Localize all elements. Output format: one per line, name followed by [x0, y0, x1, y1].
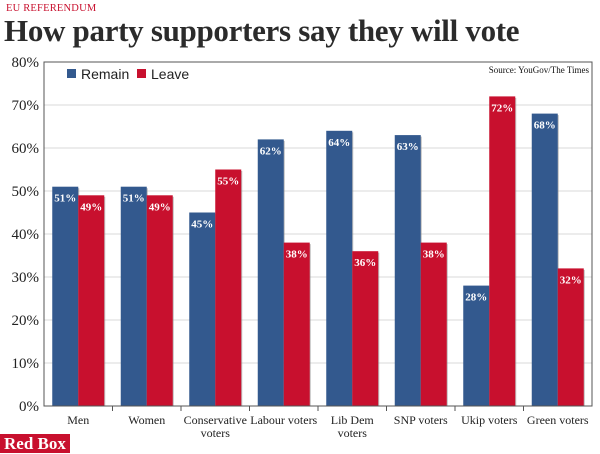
bar-remain	[257, 139, 284, 406]
x-tick-label: Green voters	[527, 413, 589, 427]
bar-remain	[120, 186, 147, 406]
y-tick-label: 30%	[12, 270, 40, 286]
bar-remain	[394, 135, 421, 406]
source-note: Source: YouGov/The Times	[489, 65, 590, 75]
plot-frame	[43, 61, 593, 407]
y-tick-label: 10%	[12, 356, 40, 372]
bar-leave	[215, 169, 242, 406]
legend-swatch-remain	[67, 69, 76, 78]
data-label: 55%	[217, 176, 239, 188]
bar-leave	[146, 195, 173, 406]
bar-leave	[78, 195, 105, 406]
data-label: 68%	[534, 120, 556, 132]
bar-remain	[326, 130, 353, 407]
y-tick-label: 0%	[19, 399, 39, 415]
data-label: 36%	[354, 257, 376, 269]
x-tick-label: Men	[67, 413, 89, 427]
bar-leave	[420, 242, 447, 406]
y-tick-label: 50%	[12, 184, 40, 200]
data-label: 32%	[560, 274, 582, 286]
x-tick-label: Ukip voters	[461, 413, 518, 427]
bar-remain	[531, 113, 558, 406]
x-tick-label: Labour voters	[250, 413, 317, 427]
bar-leave	[283, 242, 310, 406]
x-tick-label: SNP voters	[394, 413, 448, 427]
data-label: 51%	[54, 193, 76, 205]
data-label: 45%	[191, 219, 213, 231]
brand-logo: Red Box	[0, 434, 70, 453]
bars: 51% 49% 51% 49% 45% 55% 62% 38% 64% 36% 63% 38% 28% 7…	[52, 96, 585, 407]
legend-label-leave: Leave	[151, 66, 189, 82]
x-tick-label: Women	[128, 413, 165, 427]
bar-remain	[463, 285, 490, 406]
y-tick-label: 80%	[12, 55, 40, 71]
bar-leave	[557, 268, 584, 406]
y-tick-label: 70%	[12, 98, 40, 114]
bar-leave	[352, 251, 379, 406]
kicker: EU REFERENDUM	[6, 3, 97, 14]
legend: Remain Leave	[67, 66, 189, 82]
bar-remain	[52, 186, 79, 406]
bar-leave	[489, 96, 516, 407]
data-label: 64%	[328, 137, 350, 149]
data-label: 38%	[423, 249, 445, 261]
x-tick-label: Lib Dem	[331, 413, 375, 427]
data-label: 38%	[286, 249, 308, 261]
x-tick-label: Conservative	[184, 413, 247, 427]
data-label: 51%	[123, 193, 145, 205]
legend-swatch-leave	[137, 69, 146, 78]
legend-label-remain: Remain	[81, 66, 129, 82]
data-label: 63%	[397, 141, 419, 153]
x-tick-label: voters	[201, 426, 231, 440]
y-tick-label: 40%	[12, 227, 40, 243]
y-tick-label: 60%	[12, 141, 40, 157]
data-label: 62%	[260, 145, 282, 157]
data-label: 49%	[80, 201, 102, 213]
chart-title: How party supporters say they will vote	[4, 13, 520, 48]
data-label: 49%	[149, 201, 171, 213]
y-axis: 0% 10% 20% 30% 40% 50% 60% 70% 80%	[12, 55, 40, 415]
x-tick-label: voters	[338, 426, 368, 440]
y-tick-label: 20%	[12, 313, 40, 329]
data-label: 28%	[465, 292, 487, 304]
bar-remain	[189, 212, 216, 406]
data-label: 72%	[491, 102, 513, 114]
